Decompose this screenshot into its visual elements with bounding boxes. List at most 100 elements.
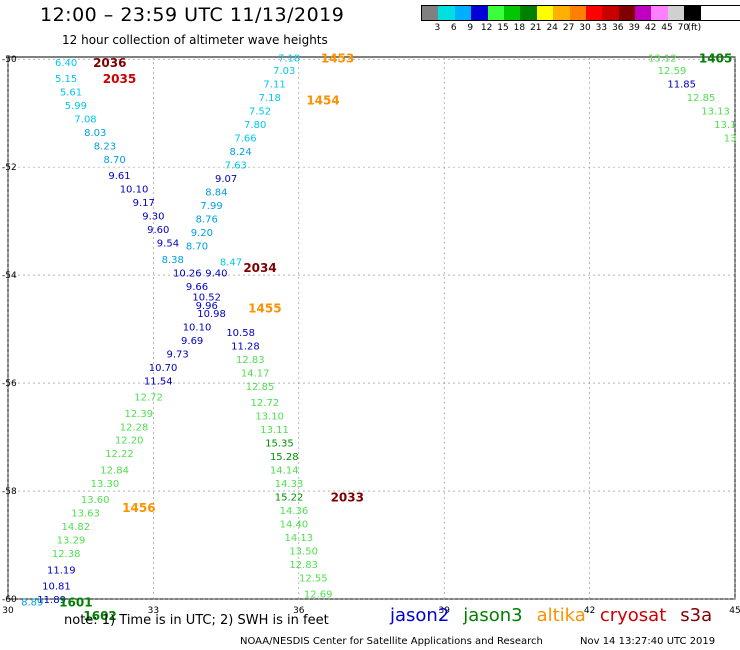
pass-time-label: 1405 [699,52,732,66]
legend-label: 9 [467,23,474,33]
x-tick-label: 33 [148,606,159,616]
legend-label: 36 [612,23,624,33]
wave-height-value: 12.22 [105,449,134,460]
wave-height-value: 12.83 [236,355,265,366]
wave-height-value: 8.70 [103,155,125,166]
legend-swatch [471,6,488,20]
wave-height-value: 11.85 [667,79,696,90]
wave-height-value: 14.17 [241,368,270,379]
legend-label: 39 [628,23,640,33]
wave-height-value: 12.72 [134,393,163,404]
wave-height-value: 6.40 [55,58,77,69]
wave-height-value: 8.23 [94,142,116,153]
pass-time-label: 2034 [243,261,276,275]
wave-height-value: 12.85 [246,382,275,393]
pass-time-label: 1453 [321,52,354,66]
wave-height-value: 8.47 [220,258,242,269]
wave-height-value: 8.76 [196,214,218,225]
legend-swatch [438,6,455,20]
pass-time-label: 1454 [306,94,339,108]
x-tick-label: 42 [584,606,595,616]
wave-height-value: 14.82 [62,522,91,533]
pass-time-label: 2033 [331,490,364,504]
pass-time-label: 1455 [248,301,281,315]
wave-height-value: 7.99 [200,201,222,212]
legend-label: 33 [595,23,608,33]
wave-height-value: 10.70 [149,363,178,374]
map-frame [7,56,736,600]
y-tick-label: -52 [2,163,17,173]
wave-height-value: 15.28 [270,452,299,463]
legend-label: 18 [513,23,526,33]
legend-label: 42 [644,23,657,33]
legend-label: 6 [450,23,457,33]
wave-height-value: 9.60 [147,225,169,236]
color-scale-swatches [421,5,740,21]
wave-height-value: 7.11 [263,79,285,90]
wave-height-value: 15.22 [275,492,304,503]
wave-height-value: 13.63 [71,509,100,520]
legend-label: 3 [434,23,441,33]
wave-height-value: 13.10 [255,411,284,422]
wave-height-value: 9.69 [181,336,203,347]
wave-height-value: 7.18 [259,93,281,104]
legend-label: 24 [546,23,558,33]
wave-height-value: 7.52 [249,106,271,117]
y-tick-label: -56 [2,379,17,389]
legend-label: 12 [480,23,493,33]
legend-swatch [422,6,439,20]
page-title: 12:00 – 23:59 UTC 11/13/2019 [40,4,345,26]
legend-swatch [635,6,652,20]
wave-height-value: 8.84 [205,187,227,198]
legend-swatch [569,6,586,20]
wave-height-value: 13.12 [648,54,677,65]
wave-height-value: 13.11 [260,425,289,436]
legend-swatch [618,6,636,20]
wave-height-value: 13.29 [57,536,86,547]
satellite-legend-item: altika [536,605,586,626]
legend-swatch [520,6,537,20]
wave-height-value: 5.61 [60,88,82,99]
wave-height-value: 14.33 [275,479,304,490]
legend-label: (ft) [687,23,702,33]
wave-height-value: 10.10 [120,185,149,196]
wave-height-value: 10.98 [197,309,226,320]
page-subtitle: 12 hour collection of altimeter wave hei… [62,33,328,47]
x-tick-label: 30 [2,606,14,616]
satellite-legend: jason2 jason3 altika cryosat s3a [390,605,726,626]
wave-height-value: 10.52 [192,293,221,304]
wave-height-value: 12.28 [120,422,149,433]
wave-height-value: 8.38 [162,255,184,266]
legend-label: 15 [497,23,509,33]
wave-height-value: 9.07 [215,174,237,185]
x-tick-label: 45 [729,606,740,616]
legend-label: 30 [579,23,591,33]
wave-height-value: 12.84 [100,465,129,476]
legend-swatch [585,6,603,20]
wave-height-value: 14.13 [284,533,313,544]
wave-height-value: 10.58 [226,328,255,339]
satellite-legend-item: jason2 [390,605,450,626]
wave-height-value: 12.59 [658,66,687,77]
wave-height-value: 9.20 [191,228,213,239]
wave-height-value: 9.40 [205,268,227,279]
satellite-legend-item: s3a [680,605,713,626]
legend-label: 27 [562,23,575,33]
x-tick-label: 39 [438,606,450,616]
wave-height-value: 8.03 [84,128,106,139]
wave-height-value: 14.14 [270,465,299,476]
wave-height-value: 9.61 [108,171,130,182]
wave-height-value: 7.18 [278,54,300,65]
wave-height-value: 7.63 [225,160,247,171]
wave-height-value: 9.66 [186,282,208,293]
generated-timestamp: Nov 14 13:27:40 UTC 2019 [580,636,716,647]
pass-time-label: 1601 [59,596,92,610]
wave-height-value: 5.99 [65,101,87,112]
legend-swatch [651,6,668,20]
wave-height-value: 7.80 [244,120,266,131]
satellite-legend-item: jason3 [463,605,523,626]
wave-height-value: 13.60 [81,495,110,506]
wave-height-value: 11.28 [231,341,260,352]
satellite-legend-item: cryosat [599,605,667,626]
